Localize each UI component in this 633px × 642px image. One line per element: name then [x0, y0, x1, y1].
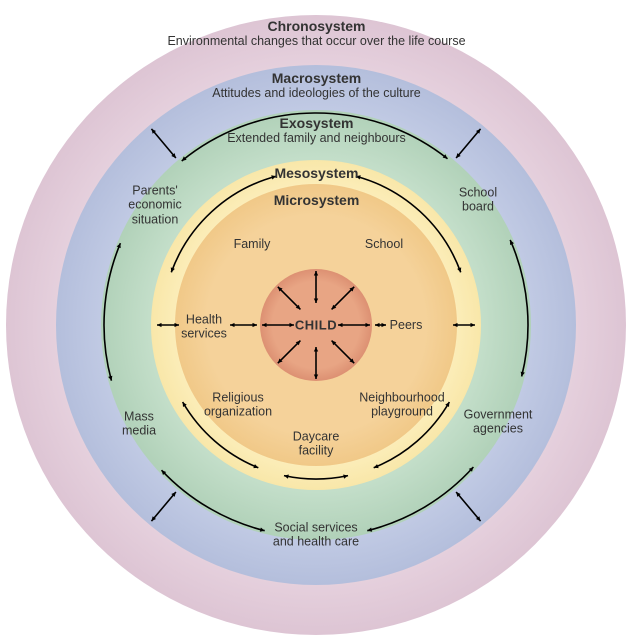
- ring-subtitle-exo: Extended family and neighbours: [0, 131, 633, 145]
- micro-item-1: School: [365, 237, 403, 251]
- micro-item-4: Religious organization: [204, 391, 272, 420]
- exo-item-0: Parents' economic situation: [128, 183, 182, 226]
- micro-item-6: Daycare facility: [293, 430, 340, 459]
- exo-item-2: Mass media: [122, 410, 156, 439]
- ring-title-exo: Exosystem: [0, 115, 633, 131]
- exo-item-4: Social services and health care: [273, 521, 359, 550]
- micro-item-3: Peers: [390, 318, 423, 332]
- ring-title-chrono: Chronosystem: [0, 18, 633, 34]
- micro-item-2: Health services: [181, 313, 227, 342]
- ring-subtitle-macro: Attitudes and ideologies of the culture: [0, 86, 633, 100]
- center-child-label: CHILD: [295, 318, 337, 333]
- ring-subtitle-chrono: Environmental changes that occur over th…: [0, 34, 633, 48]
- micro-item-5: Neighbourhood playground: [359, 391, 445, 420]
- exo-item-3: Government agencies: [464, 408, 533, 437]
- ring-title-micro: Microsystem: [0, 192, 633, 208]
- micro-item-0: Family: [234, 237, 271, 251]
- ring-title-meso: Mesosystem: [0, 165, 633, 181]
- ring-title-macro: Macrosystem: [0, 70, 633, 86]
- ecological-systems-diagram: CHILD ChronosystemEnvironmental changes …: [0, 0, 633, 642]
- exo-item-1: School board: [459, 186, 497, 215]
